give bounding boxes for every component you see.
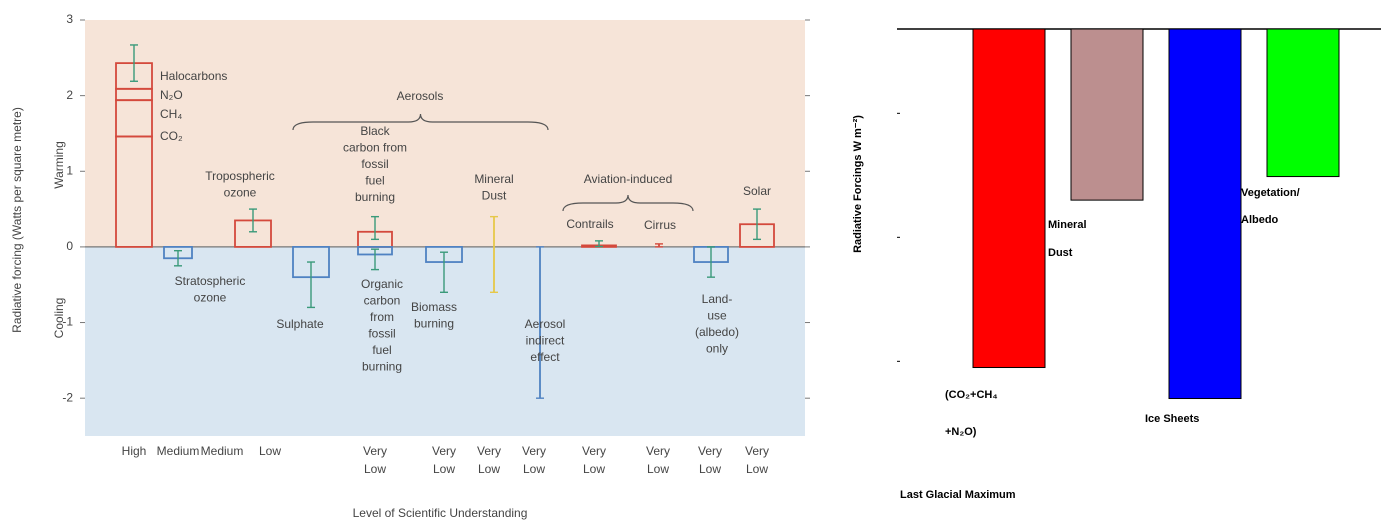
item-label: Contrails: [566, 217, 613, 231]
level-label: Low: [478, 462, 500, 476]
item-label: Mineral: [474, 172, 513, 186]
level-label: Medium: [157, 444, 200, 458]
item-label: Cirrus: [644, 218, 676, 232]
chart-title: Last Glacial Maximum: [900, 489, 1016, 501]
item-label: Black: [360, 124, 390, 138]
y-tick-label: 0: [66, 239, 73, 253]
level-label: Low: [583, 462, 605, 476]
brace: [562, 194, 694, 212]
item-label: Biomass: [411, 300, 457, 314]
cooling-background: [85, 246, 805, 436]
item-label: Stratospheric: [175, 274, 246, 288]
warming-background: [85, 20, 805, 247]
group-label: Aviation-induced: [584, 172, 673, 186]
bar-label: Albedo: [1241, 214, 1279, 226]
segment-label: Halocarbons: [160, 69, 227, 83]
item-label: burning: [362, 360, 402, 374]
level-label: Very: [432, 444, 456, 458]
item-label: (albedo): [695, 325, 739, 339]
segment-label: N₂O: [160, 88, 183, 102]
bar-label: Dust: [1048, 247, 1073, 259]
x-axis-label: Level of Scientific Understanding: [353, 506, 528, 520]
segment-label: CH₄: [160, 107, 182, 121]
item-label: Aerosol: [525, 317, 566, 331]
bar: [972, 28, 1046, 369]
level-label: Low: [523, 462, 545, 476]
item-label: Dust: [482, 189, 507, 203]
bar-label: Vegetation/: [1241, 187, 1300, 199]
level-label: Very: [477, 444, 501, 458]
item-label: carbon: [364, 294, 401, 308]
level-label: Low: [364, 462, 386, 476]
level-label: Very: [745, 444, 769, 458]
level-label: Low: [746, 462, 768, 476]
y-tick-label: 2: [66, 88, 73, 102]
forcing-chart: -2 -1 0 1 2 3 Radiative forcing (Watts per squ…: [10, 12, 810, 520]
bar: [1266, 28, 1340, 178]
item-label: Tropospheric: [205, 169, 275, 183]
item-label: burning: [355, 190, 395, 204]
item-label: fossil: [361, 157, 388, 171]
level-label: Very: [363, 444, 387, 458]
bar: [1070, 28, 1144, 201]
level-label: Medium: [201, 444, 244, 458]
cooling-label: Cooling: [52, 298, 66, 339]
bar-label: Mineral: [1048, 219, 1087, 231]
item-label: Land-: [702, 292, 733, 306]
level-label: Low: [647, 462, 669, 476]
level-label: Very: [698, 444, 722, 458]
item-label: only: [706, 342, 728, 356]
level-label: High: [122, 444, 147, 458]
y-tick-label: -1: [62, 315, 73, 329]
level-label: Low: [433, 462, 455, 476]
item-label: burning: [414, 317, 454, 331]
item-label: Solar: [743, 184, 771, 198]
item-label: Organic: [361, 277, 403, 291]
lgm-chart: Radiative Forcings W m⁻²) Last Glacial Ma…: [852, 28, 1381, 501]
item-label: use: [707, 309, 727, 323]
bar: [1168, 28, 1242, 400]
item-label: fuel: [372, 343, 391, 357]
bar-label: +N₂O): [945, 426, 977, 438]
item-label: Sulphate: [276, 317, 324, 331]
bar-label: Ice Sheets: [1145, 413, 1199, 425]
y-axis-label: Radiative forcing (Watts per square metr…: [10, 107, 24, 333]
item-label: carbon from: [343, 141, 407, 155]
item-label: indirect: [526, 334, 565, 348]
item-label: ozone: [194, 291, 227, 305]
bar-label: (CO₂+CH₄: [945, 389, 998, 401]
y-tick-label: 1: [66, 163, 73, 177]
level-label: Low: [699, 462, 721, 476]
segment-label: CO₂: [160, 129, 183, 143]
y-axis-label: Radiative Forcings W m⁻²): [852, 115, 864, 253]
item-label: ozone: [224, 186, 257, 200]
y-tick-label: -2: [62, 390, 73, 404]
y-tick-label: 3: [66, 12, 73, 26]
group-label: Aerosols: [397, 89, 444, 103]
item-label: effect: [530, 350, 560, 364]
level-label: Very: [582, 444, 606, 458]
item-label: fossil: [368, 327, 395, 341]
item-label: fuel: [365, 174, 384, 188]
warming-label: Warming: [52, 141, 66, 189]
item-label: from: [370, 310, 394, 324]
level-label: Very: [646, 444, 670, 458]
brace: [292, 113, 549, 131]
level-label: Very: [522, 444, 546, 458]
level-label: Low: [259, 444, 281, 458]
